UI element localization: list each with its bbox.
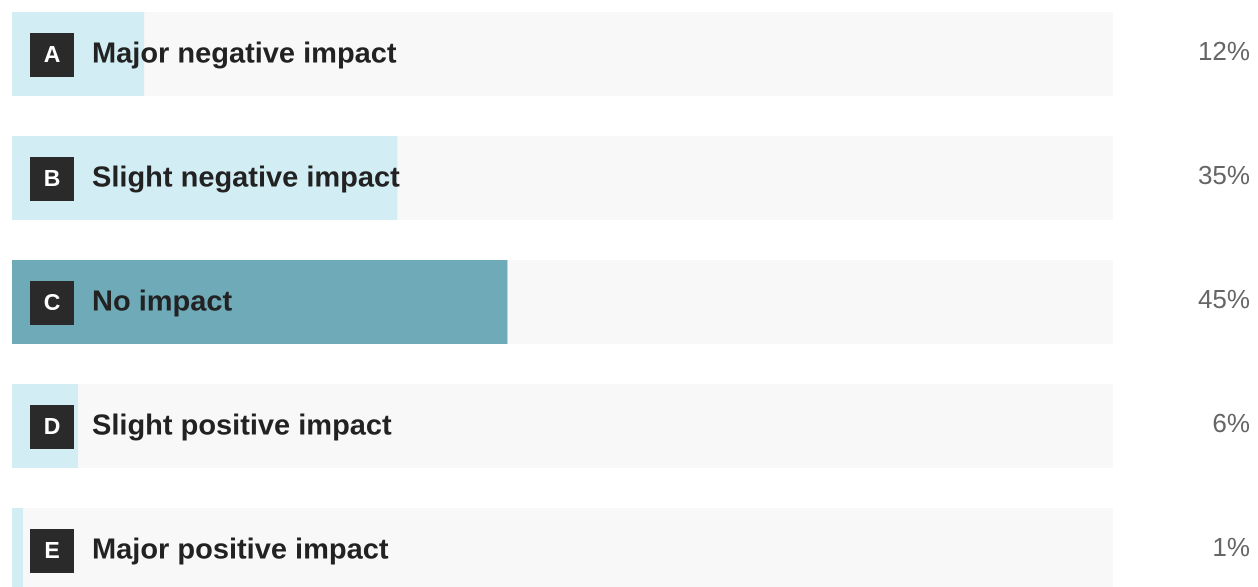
option-letter: E <box>44 537 59 563</box>
option-label: Slight negative impact <box>92 162 400 194</box>
bar-track <box>12 12 1113 96</box>
value-label: 45% <box>1198 284 1250 314</box>
bar <box>12 508 24 587</box>
option-letter: D <box>44 413 61 439</box>
option-label: Slight positive impact <box>92 410 392 442</box>
value-label: 35% <box>1198 160 1250 190</box>
bar <box>12 136 398 220</box>
option-label: No impact <box>92 286 233 318</box>
option-letter: B <box>44 165 61 191</box>
value-label: 1% <box>1212 532 1250 562</box>
bar <box>12 260 508 344</box>
bar-track <box>12 508 1113 587</box>
bar-track <box>12 384 1113 468</box>
value-label: 6% <box>1212 408 1250 438</box>
letter-box <box>30 405 74 449</box>
option-label: Major positive impact <box>92 534 389 566</box>
option-letter: C <box>44 289 61 315</box>
letter-box <box>30 529 74 573</box>
letter-box <box>30 281 74 325</box>
letter-box <box>30 157 74 201</box>
option-letter: A <box>44 41 61 67</box>
option-label: Major negative impact <box>92 38 397 70</box>
value-label: 12% <box>1198 36 1250 66</box>
letter-box <box>30 33 74 77</box>
